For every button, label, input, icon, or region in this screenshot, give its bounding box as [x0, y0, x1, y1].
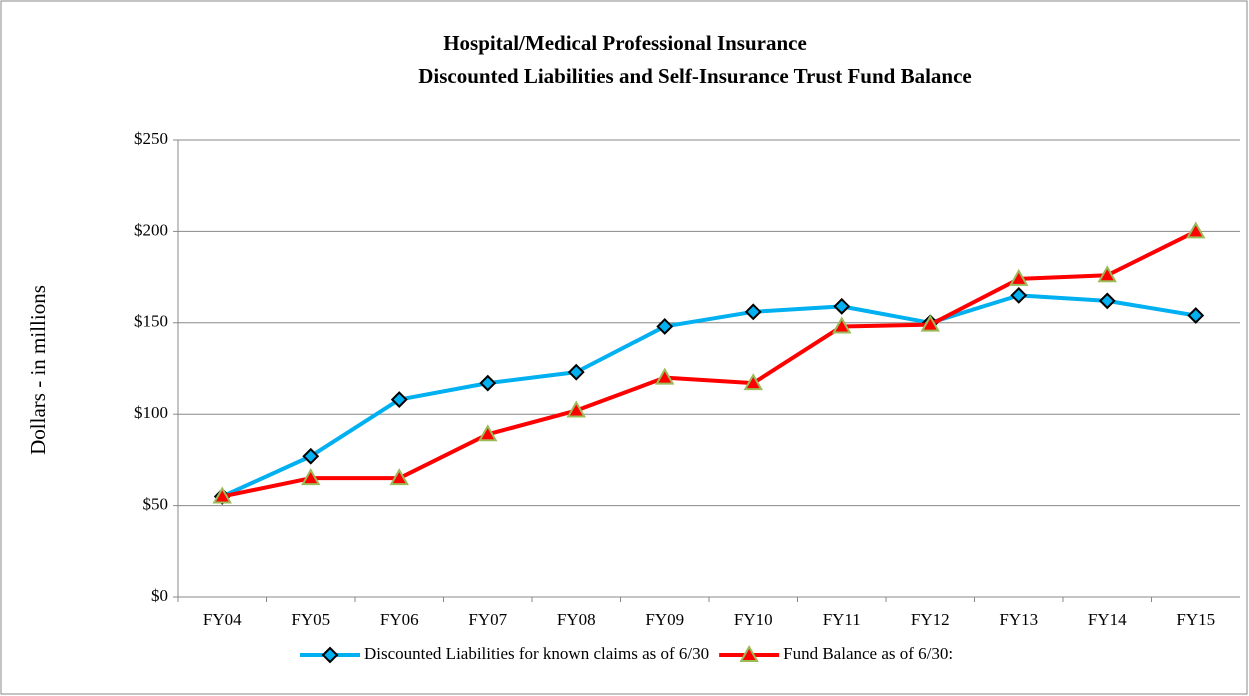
- marker: [212, 486, 232, 504]
- x-tick-label: FY12: [911, 610, 950, 629]
- chart-title: Hospital/Medical Professional Insurance: [443, 31, 807, 55]
- y-tick-label: $250: [134, 129, 168, 148]
- marker: [301, 468, 321, 486]
- y-axis-label: Dollars - in millions: [26, 285, 50, 455]
- marker: [1010, 286, 1028, 304]
- x-tick-label: FY15: [1176, 610, 1215, 629]
- marker: [479, 374, 497, 392]
- y-tick-label: $200: [134, 220, 168, 239]
- marker: [478, 424, 498, 442]
- x-tick-label: FY08: [557, 610, 596, 629]
- marker: [743, 373, 763, 391]
- marker: [1009, 268, 1029, 286]
- marker: [1187, 307, 1205, 324]
- x-tick-label: FY11: [823, 610, 861, 629]
- y-tick-label: $150: [134, 312, 168, 331]
- marker: [302, 447, 320, 465]
- legend-label: Fund Balance as of 6/30:: [783, 644, 953, 663]
- series-line: [221, 229, 1197, 499]
- marker: [389, 468, 409, 486]
- y-tick-label: $0: [151, 586, 168, 605]
- marker: [566, 400, 586, 418]
- marker: [920, 314, 940, 332]
- x-tick-label: FY14: [1088, 610, 1127, 629]
- marker: [1098, 292, 1116, 310]
- marker: [739, 644, 759, 662]
- x-tick-label: FY10: [734, 610, 773, 629]
- chart-title: Discounted Liabilities and Self-Insuranc…: [418, 64, 971, 88]
- series-line: [221, 293, 1197, 499]
- legend-label: Discounted Liabilities for known claims …: [364, 644, 709, 663]
- x-tick-label: FY09: [645, 610, 684, 629]
- marker: [744, 303, 762, 321]
- marker: [321, 646, 339, 664]
- marker: [832, 316, 852, 334]
- marker: [1186, 221, 1206, 239]
- marker: [833, 297, 851, 315]
- marker: [656, 318, 674, 335]
- marker: [655, 367, 675, 385]
- marker: [1097, 265, 1117, 283]
- marker: [390, 391, 408, 408]
- x-tick-label: FY13: [999, 610, 1038, 629]
- x-tick-label: FY04: [203, 610, 242, 629]
- marker: [567, 363, 585, 381]
- x-tick-label: FY07: [468, 610, 507, 629]
- y-tick-label: $100: [134, 403, 168, 422]
- x-tick-label: FY06: [380, 610, 419, 629]
- y-tick-label: $50: [143, 495, 169, 514]
- x-tick-label: FY05: [291, 610, 330, 629]
